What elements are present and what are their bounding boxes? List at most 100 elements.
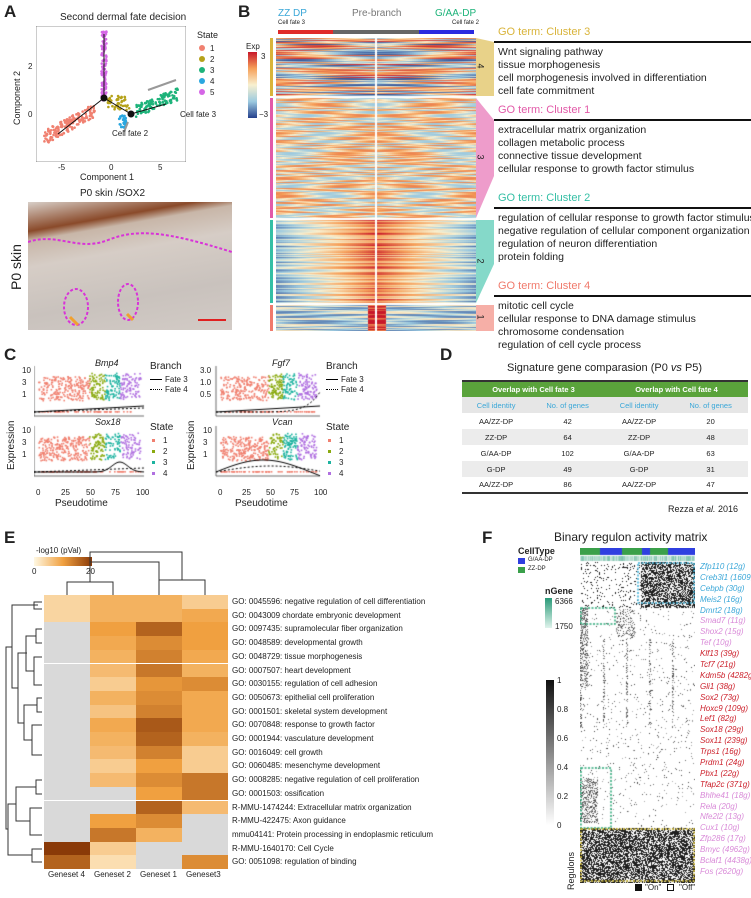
state-legend-item: 2 — [328, 447, 343, 456]
branch-legend-item: Fate 4 — [150, 385, 188, 394]
heatmap-cell — [136, 690, 182, 705]
cluster-connector — [476, 38, 494, 96]
heatmap-cell — [182, 827, 228, 842]
regulon-label: Tcf7 (21g) — [700, 660, 736, 670]
heatmap-row: GO: 0030155: regulation of cell adhesion — [44, 677, 494, 691]
pseudotime-heatmap — [276, 38, 476, 331]
heatmap-cell — [90, 745, 136, 760]
heatmap-row: GO: 0001944: vasculature development — [44, 732, 494, 746]
table-cell: 47 — [673, 477, 748, 494]
heatmap-cell — [44, 855, 90, 869]
col-header: No. of genes — [530, 397, 605, 413]
regulon-label: Nfe2l2 (13g) — [700, 812, 745, 822]
column-label: Geneset 1 — [140, 870, 177, 879]
citation: Rezza et al. 2016 — [668, 504, 739, 514]
state-legend-item: 1 — [328, 436, 343, 445]
regulon-label: Tfap2c (371g) — [700, 779, 750, 789]
celltype-title: CellType — [518, 546, 555, 556]
y-tick: 1 — [203, 450, 208, 459]
x-tick: 75 — [290, 488, 299, 497]
x-tick: 25 — [61, 488, 70, 497]
heatmap-row: GO: 0060485: mesenchyme development — [44, 759, 494, 774]
regulon-label: Sox11 (239g) — [700, 736, 748, 746]
heatmap-cell — [90, 773, 136, 787]
y-axis-label: Expression — [186, 420, 197, 470]
divider — [494, 119, 751, 121]
gene-title: Vcan — [272, 417, 293, 427]
col-header: Cell identity — [462, 397, 531, 413]
cluster-bar — [270, 305, 273, 331]
go-row-label: GO: 0050673: epithelial cell proliferati… — [232, 692, 375, 702]
heatmap-cell — [44, 636, 90, 650]
go-term-heading: GO term: Cluster 1 — [498, 104, 591, 116]
regulon-label: Cux1 (10g) — [700, 823, 740, 833]
heatmap-cell — [44, 841, 90, 856]
legend-item: 3 — [199, 66, 214, 75]
regulon-label: Dmrt2 (18g) — [700, 605, 743, 615]
go-term-item: cellular response to growth factor stimu… — [498, 163, 695, 175]
heatmap-row: GO: 0048729: tissue morphogenesis — [44, 649, 494, 664]
heatmap-cell — [136, 814, 182, 828]
colorbar-min: −3 — [259, 110, 269, 119]
heatmap-cell — [90, 814, 136, 828]
heatmap-cell — [90, 786, 136, 801]
x-tick: 50 — [266, 488, 275, 497]
column-label: Geneset 2 — [94, 870, 131, 879]
celltype-label: G/AA-DP — [528, 557, 553, 563]
x-tick: 50 — [86, 488, 95, 497]
heatmap-row: GO: 0051098: regulation of binding — [44, 855, 494, 869]
regulon-label: Lef1 (82g) — [700, 714, 737, 724]
heatmap-cell — [136, 773, 182, 787]
regulon-label: Meis2 (16g) — [700, 594, 743, 604]
on-label: "On" — [645, 883, 662, 892]
regulon-label: Klf13 (39g) — [700, 649, 740, 659]
regulon-label: Shox2 (15g) — [700, 627, 744, 637]
table-cell: 102 — [561, 448, 574, 458]
trajectory-scatter-plot — [36, 26, 186, 162]
annotation: Cell fate 2 — [112, 129, 149, 138]
heatmap-cell — [90, 636, 136, 650]
regulon-label: Bclaf1 (4438g) — [700, 856, 751, 866]
go-row-label: GO: 0048589: developmental growth — [232, 638, 363, 648]
x-tick: 75 — [111, 488, 120, 497]
branch-bar — [278, 30, 474, 34]
heatmap-cell — [90, 663, 136, 678]
heatmap-cell — [182, 663, 228, 678]
state-legend-item: 4 — [328, 469, 343, 478]
regulon-label: Zfp286 (17g) — [700, 834, 746, 844]
go-row-label: GO: 0007507: heart development — [232, 665, 351, 675]
cluster-number: 4 — [475, 63, 486, 69]
state-legend-title: State — [150, 422, 174, 433]
table-cell: G/AA-DP — [480, 448, 512, 458]
col-header: Cell identity — [604, 397, 674, 413]
heatmap-cell — [182, 841, 228, 856]
go-row-label: GO: 0001503: ossification — [232, 788, 325, 798]
table-cell: G-DP — [462, 461, 531, 477]
heatmap-row: GO: 0097435: supramolecular fiber organi… — [44, 622, 494, 637]
heatmap-cell — [136, 800, 182, 815]
y-tick: 3 — [203, 438, 208, 447]
pval-colorbar — [34, 557, 92, 566]
heatmap-cell — [44, 704, 90, 719]
right-branch-sub: Cell fate 2 — [452, 20, 480, 26]
gene-title: Bmp4 — [95, 358, 119, 368]
heatmap-row: GO: 0043009 chordate embryonic developme… — [44, 608, 494, 623]
heatmap-cell — [136, 718, 182, 732]
table-cell: G/AA-DP — [623, 448, 655, 458]
image-side-label: P0 skin — [8, 244, 24, 290]
go-term-item: cell morphogenesis involved in different… — [498, 72, 707, 84]
heatmap-cell — [136, 745, 182, 760]
heatmap-cell — [182, 814, 228, 828]
heatmap-cell — [136, 622, 182, 637]
heatmap-cell — [182, 649, 228, 664]
heatmap-cell — [90, 841, 136, 856]
table-cell: 20 — [706, 416, 715, 426]
table-cell: 63 — [706, 448, 715, 458]
heatmap-cell — [90, 690, 136, 705]
heatmap-cell — [90, 732, 136, 746]
heatmap-cell — [90, 608, 136, 623]
state-legend-item: 4 — [152, 469, 167, 478]
branch-legend-title: Branch — [326, 361, 358, 372]
go-term-heading: GO term: Cluster 4 — [498, 280, 591, 292]
branch-legend-item: Fate 4 — [326, 385, 364, 394]
